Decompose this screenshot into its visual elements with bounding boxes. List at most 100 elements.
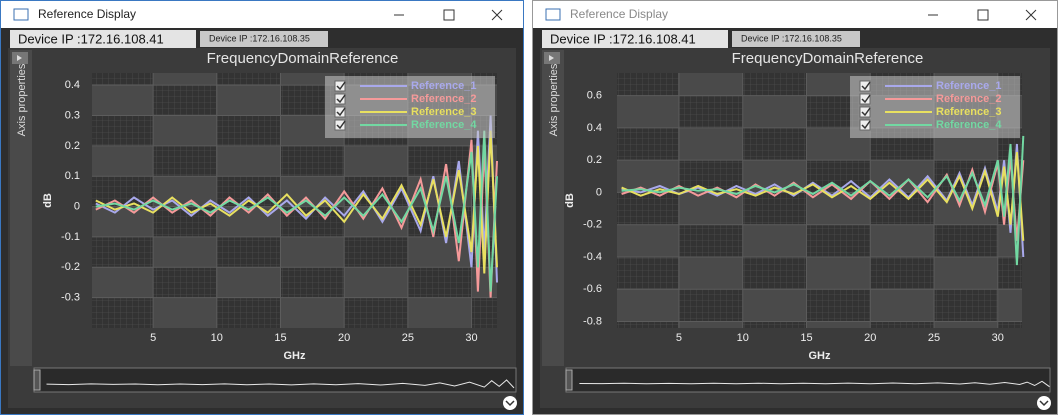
y-tick-label: 0.2 <box>587 154 602 166</box>
grid-cell <box>280 297 345 328</box>
grid-cell <box>280 176 345 207</box>
legend-checkbox[interactable] <box>859 80 871 92</box>
checkmark <box>336 94 346 104</box>
legend-label: Reference_1 <box>936 80 1001 92</box>
tab-inactive[interactable] <box>732 31 860 47</box>
grid-cell <box>678 224 743 257</box>
checkmark <box>336 120 346 130</box>
close-button[interactable] <box>491 9 503 21</box>
grid-cell <box>407 145 472 177</box>
tab-inactive[interactable] <box>200 31 328 47</box>
grid-cell <box>678 192 743 225</box>
grid-cell <box>92 236 154 268</box>
grid-cell <box>471 297 497 328</box>
tab-active[interactable] <box>10 30 196 48</box>
legend-checkbox[interactable] <box>334 119 346 131</box>
grid-cell <box>92 85 154 116</box>
grid-cell <box>280 145 345 177</box>
maximize-button[interactable] <box>443 9 455 21</box>
app-icon <box>13 8 29 21</box>
y-tick-label: 0.2 <box>65 140 80 152</box>
y-axis-label: dB <box>42 193 54 208</box>
grid-cell <box>870 321 935 328</box>
maximize-button[interactable] <box>977 9 989 21</box>
tab-label: Device IP :172.16.108.35 <box>741 33 842 43</box>
overview-handle[interactable] <box>565 369 573 391</box>
grid-cell <box>153 115 217 146</box>
x-axis-label: GHz <box>284 350 307 362</box>
legend-label: Reference_3 <box>411 106 476 118</box>
grid-cell <box>870 289 935 322</box>
legend-checkbox[interactable] <box>859 93 871 105</box>
tab-label: Device IP :172.16.108.41 <box>18 31 164 46</box>
tab-label: Device IP :172.16.108.35 <box>209 33 310 43</box>
x-tick-label: 30 <box>992 332 1004 344</box>
grid-cell <box>617 192 679 225</box>
y-axis-label: dB <box>564 193 576 208</box>
grid-cell <box>280 236 345 268</box>
overview-line <box>46 379 515 389</box>
window-title: Reference Display <box>38 7 136 21</box>
grid-cell <box>617 321 679 328</box>
x-tick-label: 10 <box>737 332 749 344</box>
legend-checkbox[interactable] <box>859 106 871 118</box>
legend-checkbox[interactable] <box>859 119 871 131</box>
grid-cell <box>153 85 217 116</box>
grid-cell <box>216 115 281 146</box>
grid-cell <box>153 267 217 298</box>
expand-button[interactable] <box>1037 396 1051 410</box>
close-button[interactable] <box>1025 9 1037 21</box>
grid-cell <box>617 73 679 96</box>
chart-title: FrequencyDomainReference <box>732 50 924 67</box>
grid-cell <box>407 267 472 298</box>
grid-cell <box>678 289 743 322</box>
grid-cell <box>216 236 281 268</box>
grid-cell <box>806 256 871 290</box>
expand-button[interactable] <box>503 396 517 410</box>
grid-cell <box>92 145 154 177</box>
side-panel <box>542 50 564 366</box>
side-panel-label[interactable]: Axis properties <box>548 63 560 136</box>
x-tick-label: 15 <box>274 332 286 344</box>
window-title: Reference Display <box>570 7 668 21</box>
legend-label: Reference_2 <box>936 93 1001 105</box>
legend-label: Reference_3 <box>936 106 1001 118</box>
grid-cell <box>678 73 743 96</box>
grid-cell <box>344 267 408 298</box>
grid-cell <box>678 127 743 161</box>
y-tick-label: -0.3 <box>61 292 80 304</box>
grid-cell <box>806 224 871 257</box>
grid-cell <box>153 236 217 268</box>
grid-cell <box>997 256 1022 290</box>
grid-cell <box>934 289 998 322</box>
grid-cell <box>407 297 472 328</box>
grid-cell <box>934 256 998 290</box>
overview-handle[interactable] <box>33 369 41 391</box>
grid-cell <box>742 192 807 225</box>
grid-cell <box>617 95 679 128</box>
grid-cell <box>934 321 998 328</box>
legend-box <box>325 76 495 138</box>
y-tick-label: -0.1 <box>61 231 80 243</box>
grid-cell <box>92 73 154 86</box>
x-tick-label: 20 <box>864 332 876 344</box>
x-tick-label: 25 <box>928 332 940 344</box>
checkmark <box>861 120 871 130</box>
y-tick-label: -0.8 <box>583 315 602 327</box>
tab-active[interactable] <box>542 30 728 48</box>
legend-checkbox[interactable] <box>334 106 346 118</box>
x-tick-label: 20 <box>338 332 350 344</box>
grid-cell <box>344 145 408 177</box>
legend: Reference_1Reference_2Reference_3Referen… <box>850 76 1020 138</box>
series-line <box>95 130 498 292</box>
grid-cell <box>216 85 281 116</box>
grid-cell <box>806 192 871 225</box>
grid-cell <box>92 176 154 207</box>
grid-cell <box>742 289 807 322</box>
grid-cell <box>742 321 807 328</box>
side-panel-label[interactable]: Axis properties <box>16 63 28 136</box>
grid-cell <box>216 73 281 86</box>
legend-checkbox[interactable] <box>334 93 346 105</box>
legend-checkbox[interactable] <box>334 80 346 92</box>
